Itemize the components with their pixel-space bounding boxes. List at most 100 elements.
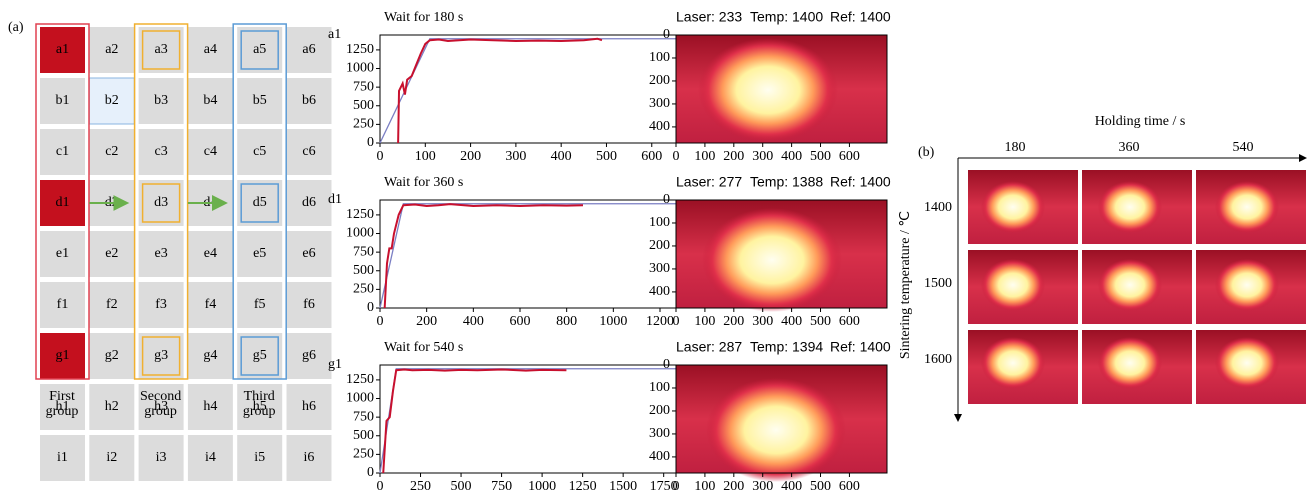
cell-label: e3 <box>154 246 167 261</box>
x-tick-label: 800 <box>556 314 577 329</box>
row-label: 1400 <box>924 200 952 215</box>
x-tick-label: 100 <box>694 314 715 329</box>
x-tick-label: 300 <box>752 479 773 494</box>
line <box>379 38 688 144</box>
x-tick-label: 300 <box>505 149 526 164</box>
y-tick-label: 0 <box>367 135 374 150</box>
x-tick-label: 400 <box>463 314 484 329</box>
group-outline <box>35 23 90 380</box>
cell-label: g2 <box>105 348 119 363</box>
x-tick-label: 200 <box>723 314 744 329</box>
y-tick-label: 200 <box>649 73 670 88</box>
grid-cell <box>187 27 233 73</box>
image-frame <box>675 199 888 309</box>
grid-cell <box>89 27 135 73</box>
image-header: Laser: 277 <box>676 174 742 190</box>
x-tick-label: 200 <box>723 479 744 494</box>
x-tick-label: 100 <box>694 479 715 494</box>
x-tick-label: 200 <box>723 149 744 164</box>
plot-frame <box>379 34 689 144</box>
plot-label: d1 <box>328 192 342 207</box>
x-tick-label: 0 <box>377 314 384 329</box>
plot-title: Wait for 360 s <box>384 175 463 190</box>
y-tick-label: 1000 <box>346 226 374 241</box>
x-tick-label: 0 <box>377 149 384 164</box>
cell-label: h1 <box>56 399 70 414</box>
hot-spot <box>702 208 842 312</box>
grid-cell <box>286 27 332 73</box>
x-tick-label: 1200 <box>646 314 674 329</box>
cell-label: i6 <box>304 450 315 465</box>
image-header: Ref: 1400 <box>830 339 891 355</box>
cell-label: f6 <box>303 297 315 312</box>
grid-cell <box>237 435 283 481</box>
grid-cell <box>89 333 135 379</box>
cell-label: a6 <box>302 42 315 57</box>
grid-cell <box>40 129 85 175</box>
grid-cell <box>286 129 332 175</box>
y-tick-label: 100 <box>649 380 670 395</box>
y-tick-label: 1250 <box>346 42 374 57</box>
grid-cell <box>286 384 332 430</box>
cell-label: a3 <box>154 42 167 57</box>
y-tick-label: 750 <box>353 244 374 259</box>
grid-cell <box>286 78 332 124</box>
y-tick-label: 300 <box>649 426 670 441</box>
cell-label: f2 <box>106 297 118 312</box>
grid-cell <box>40 27 85 73</box>
cell-label: i1 <box>57 450 68 465</box>
cell-label: h5 <box>253 399 267 414</box>
y-tick-label: 400 <box>649 449 670 464</box>
grid-cell <box>237 282 283 328</box>
column-label: 180 <box>1005 140 1026 155</box>
image-header: Temp: 1388 <box>750 174 823 190</box>
image-header: Laser: 287 <box>676 339 742 355</box>
grid-cell <box>237 333 283 379</box>
cell-label: g3 <box>154 348 168 363</box>
cell-label: i2 <box>106 450 117 465</box>
cell-label: c4 <box>204 144 217 159</box>
cell-label: b3 <box>154 93 168 108</box>
x-tick-label: 400 <box>781 314 802 329</box>
grid-cell <box>138 435 184 481</box>
grid-cell <box>40 333 85 379</box>
grid-cell <box>286 180 332 226</box>
grid-cell <box>40 78 85 124</box>
y-tick-label: 0 <box>663 357 670 372</box>
cell-label: b4 <box>203 93 217 108</box>
step-box <box>240 336 279 376</box>
cell-label: f4 <box>205 297 217 312</box>
x-tick-label: 600 <box>641 149 662 164</box>
y-tick-label: 0 <box>367 465 374 480</box>
hot-spot <box>981 259 1045 311</box>
grid-cell <box>40 231 85 277</box>
x-title: Holding time / s <box>1095 114 1186 129</box>
y-tick-label: 100 <box>649 215 670 230</box>
y-tick-label: 400 <box>649 284 670 299</box>
panel-label: (b) <box>918 145 935 160</box>
cell-label: c6 <box>302 144 315 159</box>
hot-spot <box>981 337 1045 389</box>
x-tick-label: 400 <box>551 149 572 164</box>
cell-label: d6 <box>302 195 316 210</box>
y-tick-label: 100 <box>649 50 670 65</box>
grid-cell <box>40 384 85 430</box>
group-outline <box>232 23 287 380</box>
image-header: Ref: 1400 <box>830 174 891 190</box>
y-tick-label: 750 <box>353 409 374 424</box>
grid-cell <box>187 231 233 277</box>
cell-label: b6 <box>302 93 316 108</box>
hot-spot <box>1098 337 1162 389</box>
x-tick-label: 1500 <box>609 479 637 494</box>
group-label: Third group <box>242 389 276 419</box>
grid-cell <box>40 180 85 226</box>
hot-spot <box>698 38 838 142</box>
y-tick-label: 1000 <box>346 391 374 406</box>
grid-cell <box>138 78 184 124</box>
cell-label: e6 <box>302 246 315 261</box>
x-tick-label: 600 <box>510 314 531 329</box>
cell-label: f3 <box>155 297 167 312</box>
group-label: Second group <box>139 389 182 419</box>
x-tick-label: 1000 <box>599 314 627 329</box>
cell-label: c1 <box>56 144 69 159</box>
